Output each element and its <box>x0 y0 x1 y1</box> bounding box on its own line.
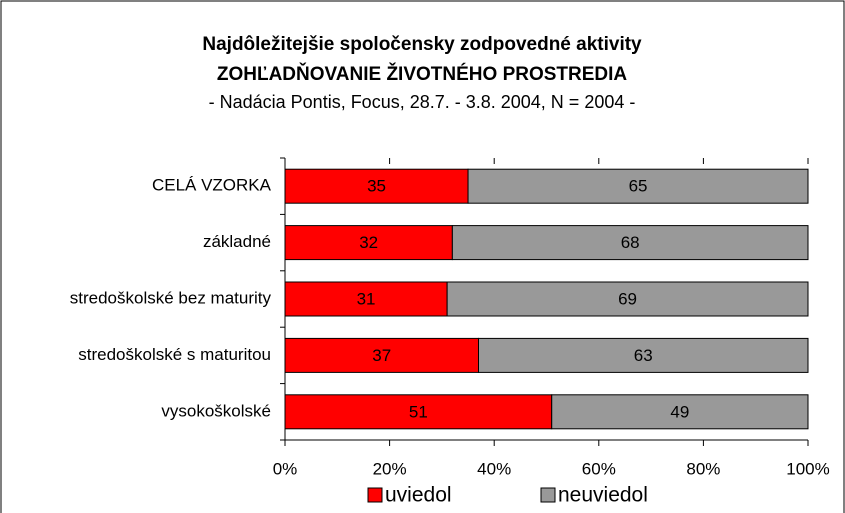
data-label: 31 <box>357 289 376 308</box>
data-label: 51 <box>409 402 428 421</box>
bar-segment <box>446 281 809 317</box>
y-tick-label: základné <box>203 232 271 251</box>
bar-segment <box>451 225 809 261</box>
legend-swatch <box>367 487 383 503</box>
y-tick-label: stredoškolské bez maturity <box>70 288 272 307</box>
chart-source: - Nadácia Pontis, Focus, 28.7. - 3.8. 20… <box>209 92 636 112</box>
bar-segment <box>478 337 809 373</box>
bar-segment <box>284 225 453 261</box>
x-tick-label: 0% <box>273 459 298 478</box>
x-tick-label: 80% <box>686 459 720 478</box>
data-label: 32 <box>359 233 378 252</box>
x-tick-label: 40% <box>477 459 511 478</box>
data-label: 68 <box>621 233 640 252</box>
bar-segment <box>467 168 809 204</box>
legend-label: uviedol <box>385 484 452 507</box>
data-label: 37 <box>372 346 391 365</box>
y-tick-label: stredoškolské s maturitou <box>78 345 271 364</box>
bar-segment <box>551 394 809 430</box>
data-label: 35 <box>367 177 386 196</box>
data-label: 65 <box>629 177 648 196</box>
y-tick-label: CELÁ VZORKA <box>152 176 272 195</box>
legend-swatch <box>540 487 556 503</box>
data-label: 69 <box>618 289 637 308</box>
data-label: 49 <box>670 402 689 421</box>
y-tick-label: vysokoškolské <box>161 401 271 420</box>
chart-title: Najdôležitejšie spoločensky zodpovedné a… <box>202 34 642 55</box>
x-tick-label: 100% <box>786 459 829 478</box>
bar-segment <box>284 168 469 204</box>
x-tick-label: 20% <box>373 459 407 478</box>
bar-segment <box>284 394 553 430</box>
chart-subtitle: ZOHĽADŇOVANIE ŽIVOTNÉHO PROSTREDIA <box>217 63 628 85</box>
x-tick-label: 60% <box>582 459 616 478</box>
legend-label: neuviedol <box>558 484 648 507</box>
data-label: 63 <box>634 346 653 365</box>
